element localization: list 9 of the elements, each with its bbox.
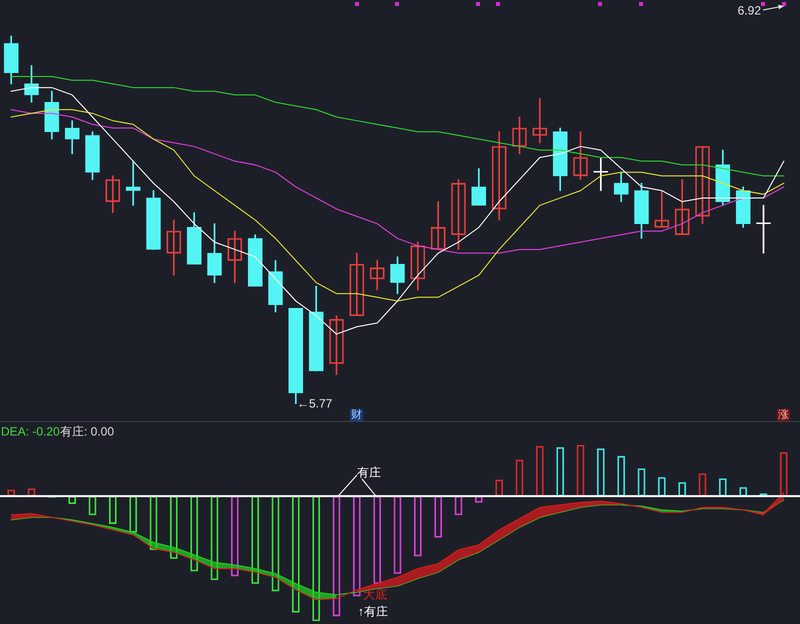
text: DEA: -0.20 (1, 424, 60, 438)
annotation: ↑有庄 (358, 604, 388, 618)
annotation: ←5.77 (297, 396, 333, 410)
text: 财 (350, 409, 363, 421)
annotation: 有庄 (357, 465, 381, 480)
text: 涨 (777, 409, 790, 421)
annotation: 大底 (363, 587, 387, 602)
text: 6.92 (738, 3, 762, 18)
text: 有庄: 0.00 (60, 424, 114, 438)
